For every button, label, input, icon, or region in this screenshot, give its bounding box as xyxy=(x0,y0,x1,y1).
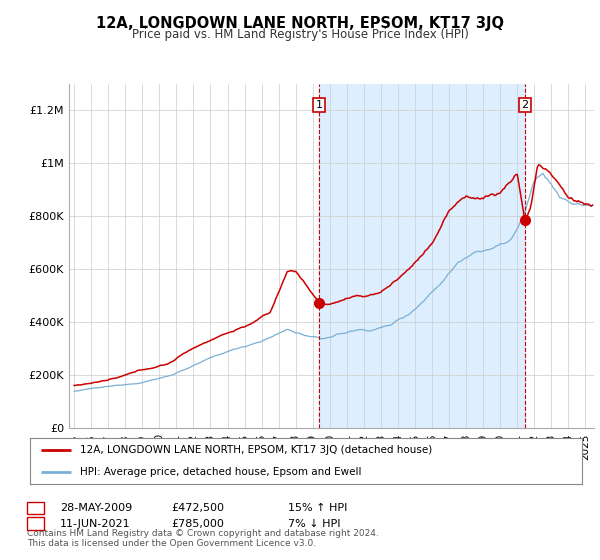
Text: 1: 1 xyxy=(316,100,323,110)
Text: £472,500: £472,500 xyxy=(171,503,224,513)
Text: Contains HM Land Registry data © Crown copyright and database right 2024.
This d: Contains HM Land Registry data © Crown c… xyxy=(27,529,379,548)
Text: 1: 1 xyxy=(32,503,39,513)
Text: Price paid vs. HM Land Registry's House Price Index (HPI): Price paid vs. HM Land Registry's House … xyxy=(131,28,469,41)
Text: 12A, LONGDOWN LANE NORTH, EPSOM, KT17 3JQ: 12A, LONGDOWN LANE NORTH, EPSOM, KT17 3J… xyxy=(96,16,504,31)
Text: 15% ↑ HPI: 15% ↑ HPI xyxy=(288,503,347,513)
Text: 2: 2 xyxy=(32,519,39,529)
Bar xyxy=(319,84,525,428)
Text: £785,000: £785,000 xyxy=(171,519,224,529)
Text: 2: 2 xyxy=(521,100,529,110)
Text: HPI: Average price, detached house, Epsom and Ewell: HPI: Average price, detached house, Epso… xyxy=(80,466,361,477)
Text: 12A, LONGDOWN LANE NORTH, EPSOM, KT17 3JQ (detached house): 12A, LONGDOWN LANE NORTH, EPSOM, KT17 3J… xyxy=(80,445,432,455)
Text: 28-MAY-2009: 28-MAY-2009 xyxy=(60,503,132,513)
Text: 7% ↓ HPI: 7% ↓ HPI xyxy=(288,519,341,529)
Text: 11-JUN-2021: 11-JUN-2021 xyxy=(60,519,131,529)
